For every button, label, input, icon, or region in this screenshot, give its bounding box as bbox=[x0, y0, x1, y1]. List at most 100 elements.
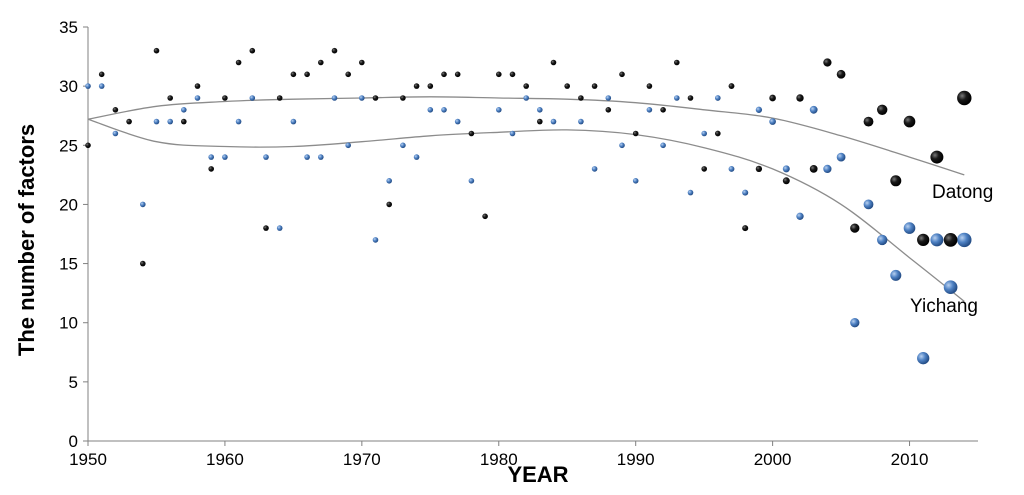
point-datong bbox=[85, 142, 91, 149]
point-datong bbox=[509, 71, 516, 78]
point-yichang bbox=[413, 154, 420, 160]
point-datong bbox=[276, 95, 283, 101]
point-datong bbox=[537, 118, 543, 125]
point-datong bbox=[482, 213, 488, 220]
y-tick-label: 25 bbox=[59, 136, 78, 155]
point-yichang bbox=[537, 107, 543, 113]
point-yichang bbox=[85, 83, 91, 89]
point-yichang bbox=[468, 178, 475, 184]
point-yichang bbox=[194, 95, 201, 101]
point-yichang bbox=[890, 269, 902, 281]
point-yichang bbox=[782, 165, 790, 173]
axes bbox=[87, 27, 978, 442]
point-datong bbox=[605, 107, 612, 113]
point-yichang bbox=[276, 225, 283, 231]
point-yichang bbox=[318, 154, 324, 160]
point-datong bbox=[372, 95, 379, 101]
point-datong bbox=[728, 83, 735, 90]
trendlines bbox=[87, 96, 965, 302]
point-datong bbox=[619, 71, 625, 78]
point-yichang bbox=[345, 142, 352, 149]
point-datong bbox=[304, 71, 310, 78]
x-axis-title: YEAR bbox=[507, 462, 568, 487]
point-yichang bbox=[877, 234, 888, 246]
x-tick-label: 1990 bbox=[617, 450, 655, 469]
point-yichang bbox=[496, 107, 502, 113]
point-datong bbox=[742, 225, 749, 232]
point-datong bbox=[957, 90, 972, 106]
point-yichang bbox=[523, 95, 529, 101]
point-datong bbox=[454, 71, 461, 78]
point-datong bbox=[782, 177, 790, 185]
point-yichang bbox=[386, 178, 393, 184]
y-tick-label: 10 bbox=[59, 314, 78, 333]
point-yichang bbox=[208, 154, 214, 160]
point-yichang bbox=[742, 189, 749, 196]
point-datong bbox=[943, 233, 958, 247]
point-datong bbox=[755, 165, 763, 173]
trendline-datong bbox=[87, 96, 965, 176]
point-datong bbox=[578, 95, 584, 101]
point-datong bbox=[126, 118, 132, 125]
point-datong bbox=[823, 58, 832, 67]
point-yichang bbox=[701, 130, 707, 137]
point-datong bbox=[836, 69, 846, 79]
point-datong bbox=[632, 130, 639, 137]
point-yichang bbox=[850, 318, 860, 328]
y-tick-label: 35 bbox=[59, 18, 78, 37]
series-datong-points bbox=[85, 47, 972, 267]
point-yichang bbox=[619, 142, 625, 149]
point-datong bbox=[441, 71, 447, 78]
y-axis-title: The number of factors bbox=[14, 124, 39, 356]
point-datong bbox=[877, 104, 888, 116]
x-tick-label: 1980 bbox=[480, 450, 518, 469]
point-yichang bbox=[796, 212, 804, 220]
point-datong bbox=[181, 118, 187, 125]
series-label-yichang: Yichang bbox=[910, 296, 978, 317]
point-yichang bbox=[181, 107, 187, 113]
point-yichang bbox=[112, 130, 119, 137]
point-datong bbox=[290, 71, 297, 78]
point-datong bbox=[359, 59, 365, 66]
point-yichang bbox=[674, 95, 680, 101]
point-yichang bbox=[755, 106, 763, 113]
x-tick-label: 1960 bbox=[206, 450, 244, 469]
point-datong bbox=[769, 94, 776, 102]
y-axis-ticks: 0 5 10 15 20 25 30 35 bbox=[59, 18, 88, 451]
point-yichang bbox=[249, 95, 256, 101]
point-yichang bbox=[167, 118, 173, 125]
point-datong bbox=[701, 166, 707, 172]
point-datong bbox=[523, 83, 529, 89]
point-yichang bbox=[728, 165, 735, 172]
point-datong bbox=[208, 166, 214, 172]
x-tick-label: 2000 bbox=[754, 450, 792, 469]
point-yichang bbox=[930, 233, 944, 247]
series-label-datong: Datong bbox=[932, 182, 993, 203]
point-yichang bbox=[903, 222, 916, 234]
point-datong bbox=[850, 223, 860, 233]
x-tick-label: 2010 bbox=[891, 450, 929, 469]
point-datong bbox=[386, 201, 393, 208]
point-datong bbox=[427, 83, 434, 89]
point-datong bbox=[930, 150, 944, 164]
point-yichang bbox=[359, 95, 365, 101]
point-datong bbox=[400, 95, 406, 101]
point-datong bbox=[646, 83, 653, 89]
point-datong bbox=[413, 83, 420, 89]
x-tick-label: 1950 bbox=[69, 450, 107, 469]
point-yichang bbox=[263, 154, 269, 160]
point-datong bbox=[153, 47, 160, 54]
series-yichang-points bbox=[85, 83, 972, 365]
point-yichang bbox=[917, 352, 930, 365]
point-datong bbox=[564, 83, 570, 89]
point-yichang bbox=[372, 237, 379, 243]
point-datong bbox=[140, 260, 146, 267]
point-datong bbox=[345, 71, 352, 78]
point-yichang bbox=[509, 130, 516, 137]
point-datong bbox=[263, 225, 269, 231]
point-yichang bbox=[836, 152, 846, 162]
point-datong bbox=[249, 47, 256, 54]
point-yichang bbox=[140, 201, 146, 208]
point-datong bbox=[98, 71, 105, 78]
